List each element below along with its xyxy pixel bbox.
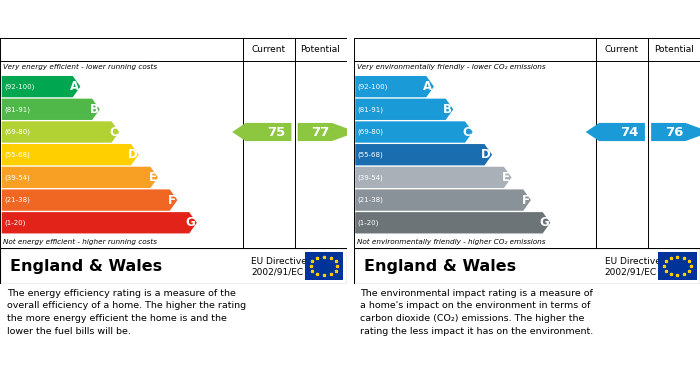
Text: A: A (70, 80, 79, 93)
Polygon shape (1, 212, 197, 233)
Text: (55-68): (55-68) (358, 151, 384, 158)
Text: The energy efficiency rating is a measure of the
overall efficiency of a home. T: The energy efficiency rating is a measur… (7, 289, 246, 336)
Text: (21-38): (21-38) (358, 197, 384, 203)
Text: England & Wales: England & Wales (10, 258, 162, 274)
Polygon shape (1, 167, 158, 188)
Text: C: C (109, 126, 118, 138)
Text: (39-54): (39-54) (358, 174, 384, 181)
Text: (81-91): (81-91) (4, 106, 30, 113)
Text: F: F (168, 194, 176, 206)
Text: E: E (148, 171, 157, 184)
FancyBboxPatch shape (659, 252, 696, 280)
Text: Current: Current (251, 45, 286, 54)
Text: C: C (463, 126, 471, 138)
Text: Potential: Potential (654, 45, 694, 54)
Text: 77: 77 (312, 126, 330, 138)
Text: (69-80): (69-80) (4, 129, 30, 135)
Text: (92-100): (92-100) (358, 83, 388, 90)
Polygon shape (355, 121, 472, 143)
Text: (1-20): (1-20) (4, 219, 25, 226)
Text: EU Directive: EU Directive (605, 257, 661, 266)
Text: E: E (502, 171, 510, 184)
Text: F: F (522, 194, 529, 206)
Text: Current: Current (605, 45, 639, 54)
Text: (92-100): (92-100) (4, 83, 34, 90)
Polygon shape (1, 76, 81, 97)
Text: (21-38): (21-38) (4, 197, 30, 203)
Text: 75: 75 (267, 126, 286, 138)
Text: 74: 74 (620, 126, 639, 138)
Polygon shape (355, 99, 454, 120)
Polygon shape (1, 99, 100, 120)
Text: Potential: Potential (300, 45, 340, 54)
Text: (39-54): (39-54) (4, 174, 30, 181)
Text: (81-91): (81-91) (358, 106, 384, 113)
Polygon shape (298, 123, 357, 141)
Text: EU Directive: EU Directive (251, 257, 307, 266)
Text: 76: 76 (665, 126, 683, 138)
Text: England & Wales: England & Wales (364, 258, 516, 274)
Text: A: A (424, 80, 433, 93)
Polygon shape (1, 121, 119, 143)
Polygon shape (355, 76, 434, 97)
Text: 2002/91/EC: 2002/91/EC (251, 268, 303, 277)
Polygon shape (1, 144, 139, 165)
Polygon shape (355, 189, 531, 211)
Text: D: D (481, 148, 491, 161)
Text: B: B (443, 103, 452, 116)
Polygon shape (232, 123, 291, 141)
Text: (55-68): (55-68) (4, 151, 30, 158)
Polygon shape (355, 144, 492, 165)
Text: 2002/91/EC: 2002/91/EC (605, 268, 657, 277)
Polygon shape (355, 212, 550, 233)
Text: D: D (127, 148, 137, 161)
Text: Very energy efficient - lower running costs: Very energy efficient - lower running co… (4, 64, 158, 70)
Text: Very environmentally friendly - lower CO₂ emissions: Very environmentally friendly - lower CO… (357, 64, 545, 70)
Text: G: G (539, 216, 549, 229)
Polygon shape (651, 123, 700, 141)
FancyBboxPatch shape (305, 252, 343, 280)
Text: Energy Efficiency Rating: Energy Efficiency Rating (7, 13, 190, 26)
Text: (1-20): (1-20) (358, 219, 379, 226)
Polygon shape (586, 123, 645, 141)
Text: Not energy efficient - higher running costs: Not energy efficient - higher running co… (4, 239, 158, 245)
Polygon shape (355, 167, 512, 188)
Text: G: G (186, 216, 195, 229)
Text: (69-80): (69-80) (358, 129, 384, 135)
Text: Not environmentally friendly - higher CO₂ emissions: Not environmentally friendly - higher CO… (357, 239, 545, 245)
Polygon shape (1, 189, 177, 211)
Text: Environmental Impact (CO₂) Rating: Environmental Impact (CO₂) Rating (360, 13, 622, 26)
Text: B: B (90, 103, 99, 116)
Text: The environmental impact rating is a measure of
a home's impact on the environme: The environmental impact rating is a mea… (360, 289, 594, 336)
